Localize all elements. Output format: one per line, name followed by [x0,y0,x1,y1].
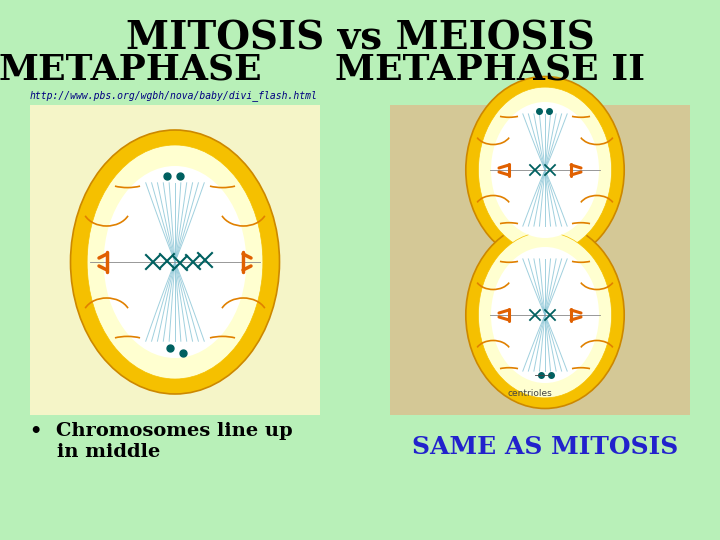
Ellipse shape [104,166,246,358]
Ellipse shape [491,247,599,383]
Ellipse shape [478,232,611,398]
Text: centrioles: centrioles [507,389,552,399]
Text: MITOSIS vs MEIOSIS: MITOSIS vs MEIOSIS [125,20,595,58]
Ellipse shape [466,77,624,264]
Ellipse shape [466,221,624,408]
Bar [390,105,690,415]
Ellipse shape [478,87,611,253]
Text: SAME AS MITOSIS: SAME AS MITOSIS [412,435,678,459]
Ellipse shape [87,145,263,379]
Ellipse shape [491,102,599,238]
Ellipse shape [71,130,279,394]
Text: METAPHASE: METAPHASE [0,52,262,86]
Text: METAPHASE II: METAPHASE II [335,52,645,86]
Bar [30,105,320,415]
Text: http://www.pbs.org/wgbh/nova/baby/divi_flash.html: http://www.pbs.org/wgbh/nova/baby/divi_f… [30,90,318,101]
Text: •  Chromosomes line up
    in middle: • Chromosomes line up in middle [30,422,292,461]
